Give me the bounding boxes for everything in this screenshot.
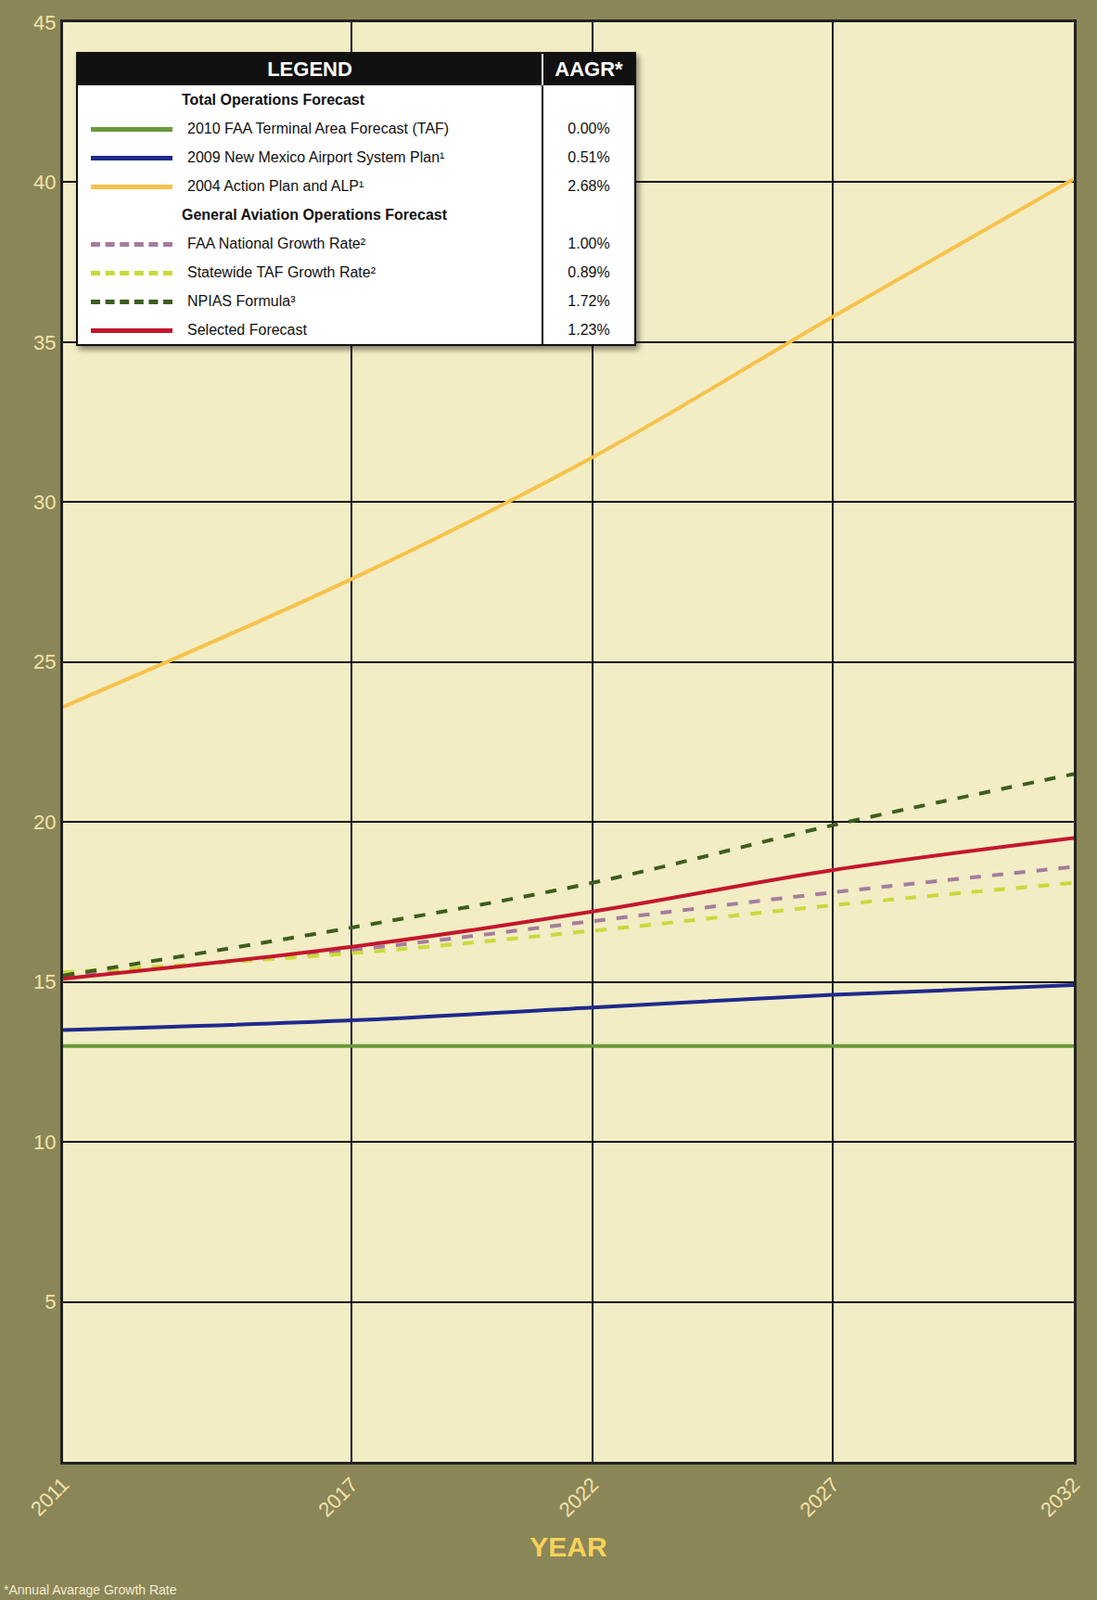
svg-text:2017: 2017 <box>313 1472 362 1521</box>
html-text:1.72%: 1.72% <box>567 292 610 309</box>
html-text:1.00%: 1.00% <box>567 235 610 251</box>
svg-text:2011: 2011 <box>25 1472 74 1520</box>
html-text:FAA National Growth Rate²: FAA National Growth Rate² <box>187 235 366 251</box>
svg-text:40: 40 <box>33 170 56 194</box>
svg-text:30: 30 <box>33 490 56 514</box>
html-text:Selected Forecast: Selected Forecast <box>187 321 307 338</box>
html-text:0.89%: 0.89% <box>567 263 610 280</box>
svg-text:25: 25 <box>33 650 56 674</box>
html-text:1.23%: 1.23% <box>567 321 610 338</box>
svg-text:20: 20 <box>33 810 56 834</box>
svg-text:2022: 2022 <box>554 1472 603 1521</box>
svg-text:10: 10 <box>33 1130 56 1154</box>
svg-text:YEAR: YEAR <box>529 1530 608 1562</box>
html-text:NPIAS Formula³: NPIAS Formula³ <box>187 292 296 309</box>
html-text:0.00%: 0.00% <box>567 120 610 136</box>
svg-text:45: 45 <box>33 11 56 35</box>
html-text:2.68%: 2.68% <box>567 177 610 194</box>
html-text:Statewide TAF Growth Rate²: Statewide TAF Growth Rate² <box>187 263 376 280</box>
html-text:0.51%: 0.51% <box>567 148 610 165</box>
html-text:2004 Action Plan and ALP¹: 2004 Action Plan and ALP¹ <box>187 177 364 194</box>
html-text:General Aviation Operations Fo: General Aviation Operations Forecast <box>181 206 447 223</box>
html-text:*Annual Avarage Growth Rate: *Annual Avarage Growth Rate <box>3 1581 177 1597</box>
html-text:Total Operations Forecast: Total Operations Forecast <box>181 91 365 108</box>
html-text:AAGR*: AAGR* <box>554 57 623 81</box>
html-text:LEGEND: LEGEND <box>267 57 353 81</box>
svg-text:35: 35 <box>33 331 56 355</box>
svg-text:2027: 2027 <box>795 1472 844 1521</box>
svg-text:15: 15 <box>33 969 56 994</box>
svg-text:2032: 2032 <box>1035 1472 1085 1521</box>
svg-text:5: 5 <box>44 1289 56 1314</box>
html-text:2009 New Mexico Airport System: 2009 New Mexico Airport System Plan¹ <box>187 148 445 165</box>
html-text:2010 FAA Terminal Area Forecas: 2010 FAA Terminal Area Forecast (TAF) <box>187 120 450 136</box>
